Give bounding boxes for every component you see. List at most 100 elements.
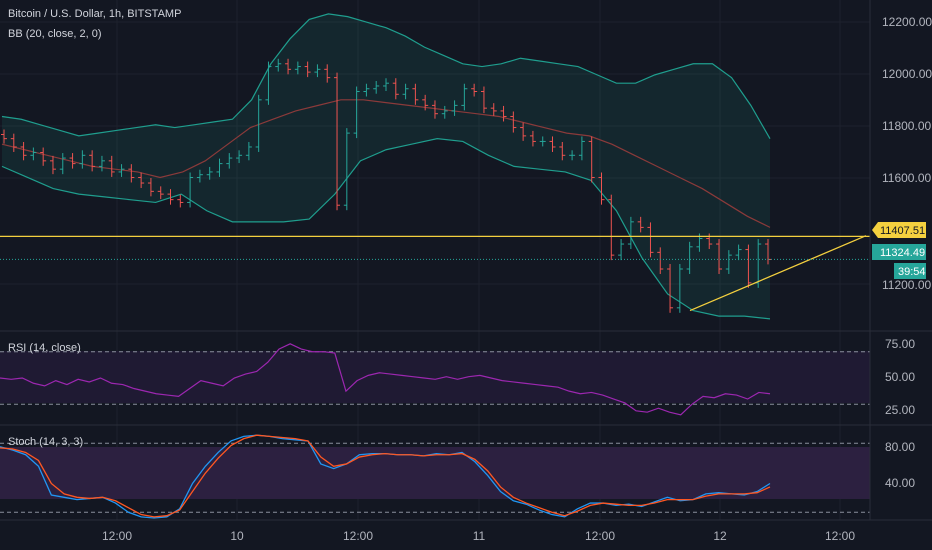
horizontal-line-price: 11407.51 — [880, 225, 925, 237]
candle — [716, 239, 723, 274]
bollinger-bands — [1, 13, 771, 320]
price-tick: 11800.00 — [882, 119, 931, 133]
symbol-title[interactable]: Bitcoin / U.S. Dollar, 1h, BITSTAMP — [8, 8, 182, 20]
candle — [79, 150, 86, 169]
candle — [108, 155, 115, 177]
rsi-line — [0, 343, 771, 416]
candle — [128, 164, 135, 183]
candle — [725, 250, 732, 274]
candle — [324, 64, 331, 83]
bb-fill — [2, 13, 770, 319]
price-tick: 12200.00 — [882, 15, 932, 29]
stoch-tick: 80.00 — [885, 440, 915, 454]
candle — [245, 141, 252, 161]
stoch-d-line — [0, 434, 771, 518]
rsi-tick: 50.00 — [885, 370, 915, 384]
time-axis[interactable]: 12:00 10 12:00 11 12:00 12 12:00 — [102, 529, 855, 543]
rsi-tick: 25.00 — [885, 403, 915, 417]
candle — [89, 150, 96, 172]
candle — [177, 194, 184, 208]
candle — [608, 194, 615, 261]
candle — [510, 111, 517, 133]
candle — [265, 61, 272, 105]
time-tick: 12:00 — [825, 529, 855, 543]
rsi-tick: 75.00 — [885, 337, 915, 351]
chart-drawings[interactable] — [0, 235, 870, 312]
candle — [627, 216, 634, 250]
bb-upper-line — [1, 13, 771, 139]
candle — [667, 264, 674, 313]
time-tick: 12:00 — [585, 529, 615, 543]
candle — [167, 189, 174, 205]
stoch-scale[interactable]: 80.00 40.00 — [885, 440, 915, 490]
candle — [285, 58, 292, 75]
candle — [735, 244, 742, 261]
candle — [20, 141, 27, 161]
trendline — [689, 235, 867, 312]
candle — [618, 239, 625, 261]
rsi-legend[interactable]: RSI (14, close) — [8, 342, 81, 354]
candle — [334, 72, 341, 211]
last-price-label: 11324.49 39:54 — [872, 244, 926, 279]
candle — [373, 80, 380, 94]
candle — [157, 186, 164, 200]
candle — [40, 147, 47, 166]
price-tick: 11600.00 — [882, 171, 931, 185]
candle — [402, 83, 409, 100]
candle — [30, 147, 37, 161]
candle — [471, 83, 478, 97]
price-tick: 12000.00 — [882, 67, 932, 81]
price-tick: 11200.00 — [882, 278, 931, 292]
candle — [480, 86, 487, 114]
candle — [412, 83, 419, 105]
candle — [216, 158, 223, 177]
candle — [69, 153, 76, 169]
candle — [255, 94, 262, 152]
candle — [304, 61, 311, 78]
candle — [363, 83, 370, 97]
time-tick: 12 — [713, 529, 727, 543]
candle — [578, 136, 585, 161]
candle — [686, 241, 693, 274]
chart-grid — [0, 0, 870, 520]
horizontal-line-price-label: 11407.51 — [872, 222, 926, 238]
candle — [343, 128, 350, 211]
candle — [147, 178, 154, 197]
rsi-band — [0, 351, 870, 403]
candle — [569, 150, 576, 161]
time-tick: 12:00 — [343, 529, 373, 543]
candle — [588, 136, 595, 183]
stoch-legend[interactable]: Stoch (14, 3, 3) — [8, 436, 84, 448]
candle — [98, 155, 105, 172]
candle — [422, 94, 429, 111]
candle — [559, 141, 566, 161]
candle — [314, 64, 321, 78]
candle — [637, 216, 644, 233]
candle — [1, 129, 7, 144]
price-scale[interactable]: 12200.00 12000.00 11800.00 11600.00 1120… — [882, 15, 932, 292]
candle — [353, 86, 360, 139]
candle — [383, 78, 389, 91]
bar-countdown: 39:54 — [898, 266, 926, 278]
bb-legend[interactable]: BB (20, close, 2, 0) — [8, 28, 102, 40]
last-price: 11324.49 — [880, 247, 925, 259]
candle — [451, 100, 458, 116]
time-tick: 10 — [230, 529, 244, 543]
rsi-scale[interactable]: 75.00 50.00 25.00 — [885, 337, 915, 417]
candle — [206, 166, 213, 180]
candle — [441, 105, 448, 119]
candle — [196, 169, 203, 183]
candle — [461, 83, 468, 111]
candle — [676, 264, 683, 313]
candle — [392, 78, 399, 100]
candle — [187, 172, 194, 208]
candle — [598, 172, 605, 205]
candle — [549, 136, 556, 152]
candle — [539, 136, 546, 147]
candle — [138, 172, 145, 189]
candle — [657, 247, 664, 274]
stoch-band — [0, 447, 870, 499]
candle — [118, 164, 125, 177]
candle — [236, 150, 243, 164]
